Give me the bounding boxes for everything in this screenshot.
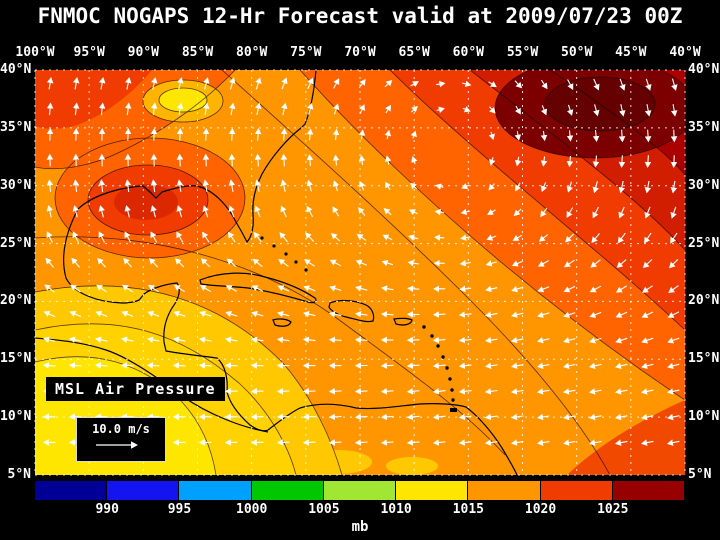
colorbar-tick-label: 1025 bbox=[597, 502, 629, 517]
lat-tick-label-right: 20°N bbox=[688, 293, 720, 309]
lat-tick-label-left: 20°N bbox=[0, 293, 32, 309]
colorbar-segment bbox=[612, 481, 685, 500]
colorbar-unit-label: mb bbox=[351, 519, 369, 535]
colorbar-segment bbox=[323, 481, 397, 500]
field-label: MSL Air Pressure bbox=[46, 377, 225, 401]
lon-tick-label: 40°W bbox=[669, 45, 701, 60]
pressure-field bbox=[35, 70, 685, 475]
lat-tick-label-right: 30°N bbox=[688, 177, 720, 193]
lat-tick-label-left: 15°N bbox=[0, 351, 32, 367]
wind-scale-legend: 10.0 m/s bbox=[76, 417, 166, 462]
lat-tick-label-right: 35°N bbox=[688, 119, 720, 135]
wind-arrows bbox=[42, 76, 680, 446]
colorbar-segment bbox=[540, 481, 613, 500]
page-title: FNMOC NOGAPS 12-Hr Forecast valid at 200… bbox=[37, 4, 683, 28]
colorbar-segment bbox=[179, 481, 252, 500]
colorbar-tick-label: 1015 bbox=[452, 502, 484, 517]
colorbar-tick-label: 995 bbox=[167, 502, 192, 517]
lon-tick-label: 75°W bbox=[290, 45, 322, 60]
lat-tick-label-left: 10°N bbox=[0, 409, 32, 425]
colorbar-tick-label: 990 bbox=[95, 502, 119, 517]
wind-scale-arrow-icon bbox=[96, 441, 138, 449]
wind-scale-label: 10.0 m/s bbox=[92, 422, 150, 436]
lat-tick-label-right: 15°N bbox=[688, 351, 720, 367]
lon-tick-label: 70°W bbox=[344, 45, 376, 60]
lon-tick-label: 90°W bbox=[127, 45, 159, 60]
island-dots bbox=[260, 236, 457, 412]
lon-tick-label: 45°W bbox=[615, 45, 647, 60]
lat-tick-label-left: 40°N bbox=[0, 62, 32, 77]
lon-tick-label: 95°W bbox=[73, 45, 105, 60]
lat-tick-label-right: 25°N bbox=[688, 235, 720, 251]
lat-tick-label-right: 10°N bbox=[688, 409, 720, 425]
colorbar-tick-label: 1005 bbox=[308, 502, 340, 517]
colorbar-segment bbox=[396, 481, 469, 500]
colorbar-segment bbox=[35, 481, 108, 500]
colorbar-tick-label: 1000 bbox=[236, 502, 268, 517]
lon-tick-label: 100°W bbox=[15, 45, 55, 60]
lon-tick-label: 65°W bbox=[398, 45, 430, 60]
pressure-colorbar bbox=[35, 481, 685, 500]
lon-tick-label: 55°W bbox=[506, 45, 539, 60]
lat-tick-label-right: 40°N bbox=[688, 62, 720, 77]
lat-tick-label-left: 30°N bbox=[0, 177, 32, 193]
lat-tick-label-right: 5°N bbox=[688, 467, 712, 482]
colorbar-segment bbox=[468, 481, 541, 500]
colorbar-segment bbox=[107, 481, 180, 500]
colorbar-tick-label: 1010 bbox=[380, 502, 412, 517]
latlon-grid bbox=[34, 69, 686, 476]
lat-tick-label-left: 5°N bbox=[7, 467, 31, 482]
lat-tick-label-left: 25°N bbox=[0, 235, 32, 251]
lat-tick-label-left: 35°N bbox=[0, 119, 32, 135]
lon-tick-label: 80°W bbox=[236, 45, 268, 60]
lon-tick-label: 50°W bbox=[561, 45, 593, 60]
colorbar-tick-label: 1020 bbox=[524, 502, 557, 517]
lon-tick-label: 85°W bbox=[181, 45, 214, 60]
colorbar-segment bbox=[251, 481, 324, 500]
lon-tick-label: 60°W bbox=[452, 45, 484, 60]
